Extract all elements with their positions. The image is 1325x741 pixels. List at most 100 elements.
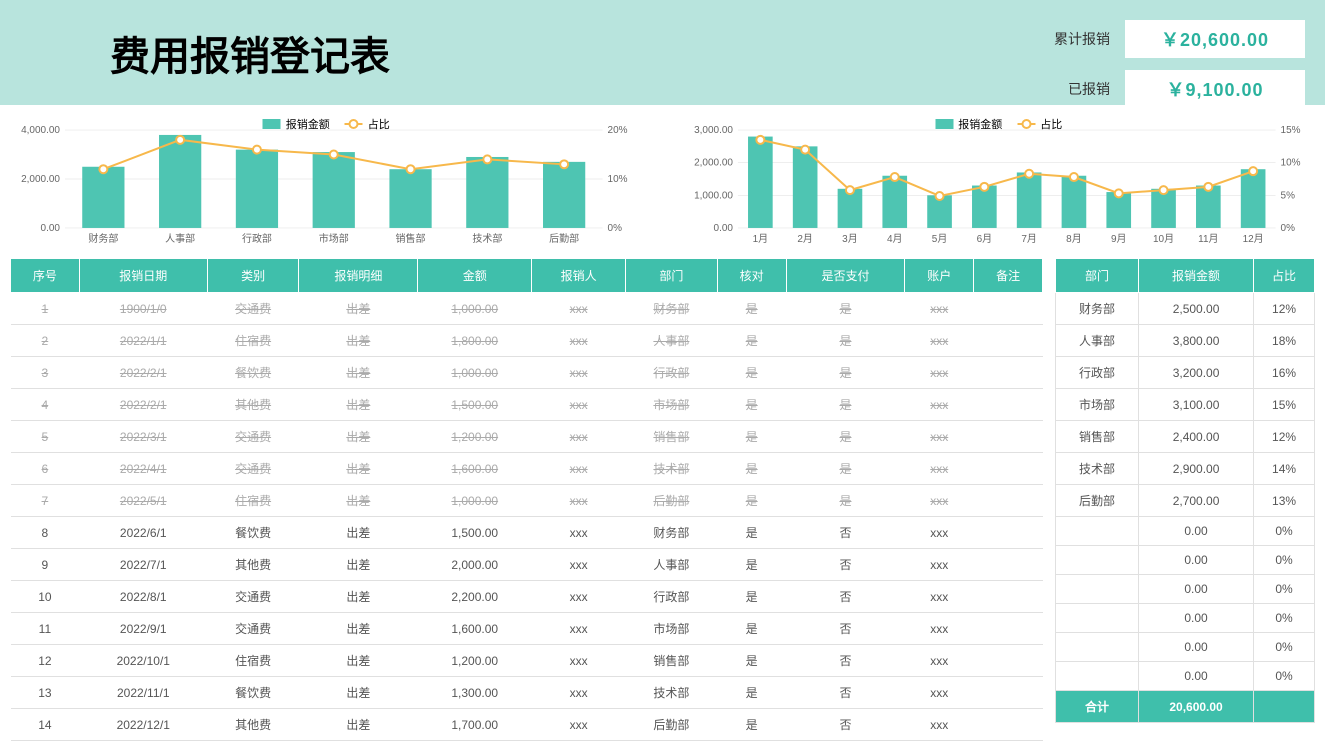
table-row[interactable]: 行政部3,200.0016% xyxy=(1056,357,1315,389)
side-table-header: 占比 xyxy=(1254,259,1315,293)
table-row[interactable]: 82022/6/1餐饮费出差1,500.00xxx财务部是否xxx xyxy=(11,517,1043,549)
table-cell: xxx xyxy=(905,709,974,741)
table-cell: 2022/9/1 xyxy=(79,613,207,645)
table-cell: 是 xyxy=(717,517,786,549)
table-cell: 财务部 xyxy=(626,517,718,549)
table-cell: 7 xyxy=(11,485,80,517)
table-cell xyxy=(974,325,1043,357)
table-cell: 1,000.00 xyxy=(418,357,532,389)
table-row[interactable]: 72022/5/1住宿费出差1,000.00xxx后勤部是是xxx xyxy=(11,485,1043,517)
table-cell: 人事部 xyxy=(626,549,718,581)
svg-text:人事部: 人事部 xyxy=(165,232,195,245)
table-cell xyxy=(974,645,1043,677)
svg-text:行政部: 行政部 xyxy=(242,232,272,245)
table-cell: 财务部 xyxy=(1056,293,1139,325)
table-row[interactable]: 112022/9/1交通费出差1,600.00xxx市场部是否xxx xyxy=(11,613,1043,645)
table-cell: 出差 xyxy=(299,421,418,453)
table-cell: 是 xyxy=(717,325,786,357)
table-cell: 交通费 xyxy=(207,613,299,645)
table-row[interactable]: 62022/4/1交通费出差1,600.00xxx技术部是是xxx xyxy=(11,453,1043,485)
table-cell: 交通费 xyxy=(207,453,299,485)
table-cell: xxx xyxy=(532,389,626,421)
main-table-header: 序号 xyxy=(11,259,80,293)
month-chart: 报销金额 占比 0.001,000.002,000.003,000.000%5%… xyxy=(683,110,1316,250)
table-cell: 2,700.00 xyxy=(1139,485,1254,517)
table-cell: 1,500.00 xyxy=(418,517,532,549)
table-cell: 是 xyxy=(717,293,786,325)
table-cell: 否 xyxy=(786,709,905,741)
table-cell: 后勤部 xyxy=(1056,485,1139,517)
main-table-header: 备注 xyxy=(974,259,1043,293)
total-cell: 20,600.00 xyxy=(1139,691,1254,723)
table-row[interactable]: 技术部2,900.0014% xyxy=(1056,453,1315,485)
table-row[interactable]: 42022/2/1其他费出差1,500.00xxx市场部是是xxx xyxy=(11,389,1043,421)
table-cell: 2022/3/1 xyxy=(79,421,207,453)
table-row[interactable]: 11900/1/0交通费出差1,000.00xxx财务部是是xxx xyxy=(11,293,1043,325)
table-cell xyxy=(974,421,1043,453)
table-cell: 15% xyxy=(1254,389,1315,421)
table-cell: 市场部 xyxy=(626,389,718,421)
table-cell: xxx xyxy=(905,293,974,325)
table-cell: 1,300.00 xyxy=(418,677,532,709)
table-row[interactable]: 52022/3/1交通费出差1,200.00xxx销售部是是xxx xyxy=(11,421,1043,453)
table-row[interactable]: 后勤部2,700.0013% xyxy=(1056,485,1315,517)
table-row[interactable]: 142022/12/1其他费出差1,700.00xxx后勤部是否xxx xyxy=(11,709,1043,741)
table-row[interactable]: 122022/10/1住宿费出差1,200.00xxx销售部是否xxx xyxy=(11,645,1043,677)
table-row[interactable]: 92022/7/1其他费出差2,000.00xxx人事部是否xxx xyxy=(11,549,1043,581)
table-row[interactable]: 132022/11/1餐饮费出差1,300.00xxx技术部是否xxx xyxy=(11,677,1043,709)
table-cell: 3 xyxy=(11,357,80,389)
table-cell: 0.00 xyxy=(1139,662,1254,691)
table-cell: 是 xyxy=(717,389,786,421)
table-cell: 1,600.00 xyxy=(418,453,532,485)
table-cell: 12 xyxy=(11,645,80,677)
table-cell: 否 xyxy=(786,549,905,581)
table-cell: 后勤部 xyxy=(626,485,718,517)
table-row[interactable]: 0.000% xyxy=(1056,604,1315,633)
table-row[interactable]: 0.000% xyxy=(1056,662,1315,691)
main-table-header: 是否支付 xyxy=(786,259,905,293)
table-row[interactable]: 0.000% xyxy=(1056,517,1315,546)
table-cell: 出差 xyxy=(299,357,418,389)
table-row[interactable]: 22022/1/1住宿费出差1,800.00xxx人事部是是xxx xyxy=(11,325,1043,357)
table-cell: 是 xyxy=(786,453,905,485)
main-table-header: 报销人 xyxy=(532,259,626,293)
table-cell: 0% xyxy=(1254,517,1315,546)
table-cell: 0% xyxy=(1254,633,1315,662)
table-cell: 12% xyxy=(1254,421,1315,453)
table-row[interactable]: 0.000% xyxy=(1056,633,1315,662)
table-cell xyxy=(1056,633,1139,662)
svg-text:3月: 3月 xyxy=(842,233,858,245)
table-cell: 是 xyxy=(717,421,786,453)
table-cell: 2,500.00 xyxy=(1139,293,1254,325)
table-cell xyxy=(974,581,1043,613)
svg-text:1,000.00: 1,000.00 xyxy=(694,190,733,201)
side-table-container: 部门报销金额占比 财务部2,500.0012%人事部3,800.0018%行政部… xyxy=(1055,258,1315,741)
table-cell: 2022/2/1 xyxy=(79,389,207,421)
table-row[interactable]: 人事部3,800.0018% xyxy=(1056,325,1315,357)
table-row[interactable]: 财务部2,500.0012% xyxy=(1056,293,1315,325)
chart2-legend-bar: 报销金额 xyxy=(958,116,1002,132)
side-table-header: 部门 xyxy=(1056,259,1139,293)
table-row[interactable]: 102022/8/1交通费出差2,200.00xxx行政部是否xxx xyxy=(11,581,1043,613)
table-cell: 其他费 xyxy=(207,389,299,421)
table-cell: 2022/1/1 xyxy=(79,325,207,357)
table-cell: 0% xyxy=(1254,575,1315,604)
svg-text:8月: 8月 xyxy=(1066,233,1082,245)
dept-chart: 报销金额 占比 0.002,000.004,000.000%10%20%财务部人… xyxy=(10,110,643,250)
svg-text:0%: 0% xyxy=(608,223,623,234)
table-cell: 2,400.00 xyxy=(1139,421,1254,453)
table-row[interactable]: 32022/2/1餐饮费出差1,000.00xxx行政部是是xxx xyxy=(11,357,1043,389)
table-cell: 1,200.00 xyxy=(418,421,532,453)
svg-text:0.00: 0.00 xyxy=(41,223,61,234)
table-row[interactable]: 销售部2,400.0012% xyxy=(1056,421,1315,453)
table-cell: xxx xyxy=(905,421,974,453)
table-cell: xxx xyxy=(532,645,626,677)
table-row[interactable]: 0.000% xyxy=(1056,575,1315,604)
table-cell: 财务部 xyxy=(626,293,718,325)
table-row[interactable]: 0.000% xyxy=(1056,546,1315,575)
svg-text:20%: 20% xyxy=(608,125,628,136)
table-cell: 否 xyxy=(786,645,905,677)
table-cell: 行政部 xyxy=(1056,357,1139,389)
svg-text:10月: 10月 xyxy=(1152,233,1173,245)
table-row[interactable]: 市场部3,100.0015% xyxy=(1056,389,1315,421)
